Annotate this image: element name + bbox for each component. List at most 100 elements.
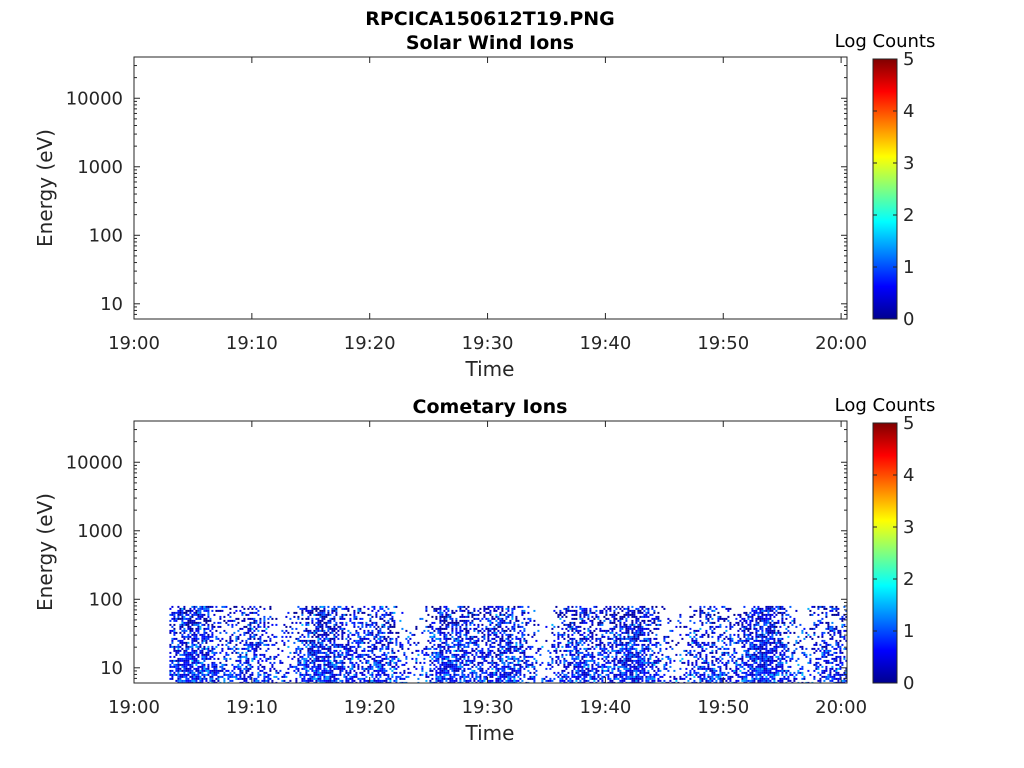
spectrogram-cell (621, 661, 624, 664)
spectrogram-cell (259, 681, 262, 683)
spectrogram-cell (181, 679, 184, 682)
spectrogram-cell (455, 663, 458, 666)
spectrogram-cell (497, 667, 500, 670)
spectrogram-cell (625, 677, 628, 680)
spectrogram-cell (669, 645, 672, 648)
spectrogram-cell (395, 631, 398, 634)
spectrogram-cell (629, 641, 632, 644)
spectrogram-cell (559, 649, 562, 652)
spectrogram-cell (211, 625, 214, 628)
spectrogram-cell (457, 673, 460, 676)
spectrogram-cell (473, 679, 476, 682)
spectrogram-cell (173, 631, 176, 634)
spectrogram-cell (453, 611, 456, 614)
spectrogram-cell (207, 609, 210, 612)
spectrogram-cell (505, 633, 508, 636)
spectrogram-cell (533, 623, 536, 626)
spectrogram-cell (397, 631, 400, 634)
spectrogram-cell (357, 625, 360, 628)
spectrogram-cell (627, 655, 630, 658)
spectrogram-cell (341, 615, 344, 618)
spectrogram-cell (241, 651, 244, 654)
spectrogram-cell (239, 627, 242, 630)
spectrogram-cell (241, 619, 244, 622)
spectrogram-cell (629, 677, 632, 680)
spectrogram-cell (525, 681, 528, 683)
spectrogram-cell (443, 645, 446, 648)
spectrogram-cell (337, 681, 340, 683)
spectrogram-cell (569, 677, 572, 680)
spectrogram-cell (383, 635, 386, 638)
spectrogram-cell (181, 629, 184, 632)
spectrogram-cell (287, 671, 290, 674)
spectrogram-cell (227, 673, 230, 676)
spectrogram-cell (477, 629, 480, 632)
spectrogram-cell (217, 679, 220, 682)
spectrogram-cell (317, 627, 320, 630)
spectrogram-cell (465, 633, 468, 636)
spectrogram-cell (489, 675, 492, 678)
spectrogram-cell (251, 617, 254, 620)
spectrogram-cell (225, 653, 228, 656)
spectrogram-cell (235, 623, 238, 626)
spectrogram-cell (523, 639, 526, 642)
spectrogram-cell (313, 657, 316, 660)
spectrogram-cell (247, 645, 250, 648)
spectrogram-cell (599, 639, 602, 642)
spectrogram-cell (625, 613, 628, 616)
spectrogram-cell (199, 677, 202, 680)
spectrogram-cell (327, 605, 330, 608)
spectrogram-cell (235, 675, 238, 678)
spectrogram-cell (507, 627, 510, 630)
spectrogram-cell (449, 673, 452, 676)
spectrogram-cell (405, 637, 408, 640)
spectrogram-cell (337, 667, 340, 670)
spectrogram-cell (619, 635, 622, 638)
spectrogram-cell (455, 629, 458, 632)
spectrogram-cell (455, 643, 458, 646)
spectrogram-cell (337, 629, 340, 632)
spectrogram-cell (583, 673, 586, 676)
spectrogram-cell (449, 677, 452, 680)
spectrogram-cell (565, 681, 568, 683)
spectrogram-cell (443, 637, 446, 640)
spectrogram-cell (433, 635, 436, 638)
spectrogram-cell (343, 631, 346, 634)
spectrogram-cell (377, 625, 380, 628)
spectrogram-cell (335, 607, 338, 610)
spectrogram-cell (631, 621, 634, 624)
spectrogram-cell (169, 673, 172, 676)
spectrogram-cell (371, 615, 374, 618)
spectrogram-cell (217, 677, 220, 680)
spectrogram-cell (249, 617, 252, 620)
spectrogram-cell (623, 667, 626, 670)
spectrogram-cell (519, 659, 522, 662)
spectrogram-cell (619, 607, 622, 610)
spectrogram-cell (711, 667, 714, 670)
spectrogram-cell (187, 617, 190, 620)
spectrogram-cell (259, 643, 262, 646)
spectrogram-cell (323, 657, 326, 660)
spectrogram-cell (371, 673, 374, 676)
spectrogram-cell (491, 655, 494, 658)
spectrogram-cell (179, 639, 182, 642)
spectrogram-cell (205, 655, 208, 658)
spectrogram-cell (179, 607, 182, 610)
spectrogram-cell (177, 647, 180, 650)
spectrogram-cell (219, 615, 222, 618)
spectrogram-cell (323, 665, 326, 668)
spectrogram-cell (629, 659, 632, 662)
spectrogram-cell (361, 671, 364, 674)
spectrogram-cell (373, 663, 376, 666)
spectrogram-cell (273, 661, 276, 664)
spectrogram-cell (727, 651, 730, 654)
spectrogram-cell (457, 669, 460, 672)
spectrogram-cell (241, 671, 244, 674)
spectrogram-cell (231, 675, 234, 678)
spectrogram-cell (523, 661, 526, 664)
spectrogram-cell (173, 659, 176, 662)
spectrogram-cell (627, 677, 630, 680)
spectrogram-cell (491, 615, 494, 618)
spectrogram-cell (437, 637, 440, 640)
